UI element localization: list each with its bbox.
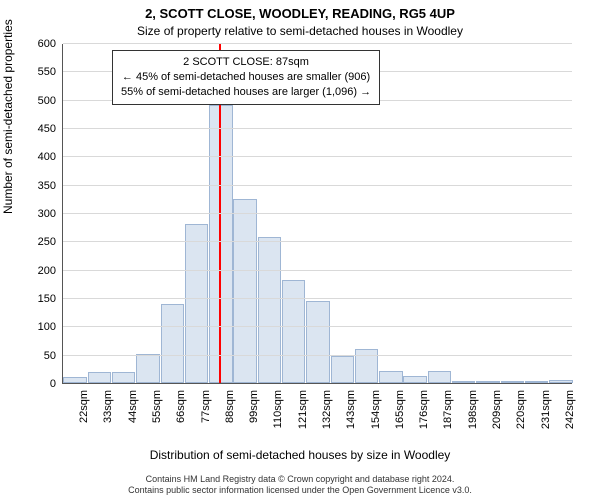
x-tick-label: 176sqm: [418, 390, 430, 429]
x-tick-label: 143sqm: [345, 390, 357, 429]
y-tick-label: 500: [16, 95, 56, 107]
histogram-bar: [476, 381, 499, 383]
x-tick-label: 121sqm: [297, 390, 309, 429]
histogram-bar: [452, 381, 475, 383]
histogram-bar: [379, 371, 402, 383]
annotation-line2: ← 45% of semi-detached houses are smalle…: [121, 70, 371, 85]
annotation-box: 2 SCOTT CLOSE: 87sqm ← 45% of semi-detac…: [112, 50, 380, 105]
footer-line1: Contains HM Land Registry data © Crown c…: [0, 474, 600, 485]
histogram-bar: [403, 376, 426, 383]
y-tick-label: 0: [16, 378, 56, 390]
y-tick-label: 550: [16, 66, 56, 78]
x-tick-label: 198sqm: [467, 390, 479, 429]
y-tick-label: 350: [16, 180, 56, 192]
y-tick-label: 450: [16, 123, 56, 135]
x-tick-label: 44sqm: [127, 390, 139, 423]
histogram-bar: [161, 304, 184, 383]
footer-line2: Contains public sector information licen…: [0, 485, 600, 496]
x-tick-label: 154sqm: [370, 390, 382, 429]
gridline: [63, 326, 572, 327]
histogram-bar: [525, 381, 548, 383]
annotation-line3: 55% of semi-detached houses are larger (…: [121, 85, 371, 100]
y-axis-label: Number of semi-detached properties: [1, 19, 15, 214]
gridline: [63, 270, 572, 271]
histogram-bar: [258, 237, 281, 383]
x-tick-label: 187sqm: [442, 390, 454, 429]
footer-attribution: Contains HM Land Registry data © Crown c…: [0, 474, 600, 497]
y-tick-label: 100: [16, 321, 56, 333]
histogram-bar: [185, 224, 208, 383]
x-tick-label: 110sqm: [272, 390, 284, 428]
histogram-bar: [136, 354, 159, 383]
y-tick-label: 50: [16, 350, 56, 362]
gridline: [63, 43, 572, 44]
chart-container: 2, SCOTT CLOSE, WOODLEY, READING, RG5 4U…: [0, 0, 600, 500]
gridline: [63, 213, 572, 214]
x-tick-label: 88sqm: [224, 390, 236, 423]
y-tick-label: 400: [16, 151, 56, 163]
chart-title-main: 2, SCOTT CLOSE, WOODLEY, READING, RG5 4U…: [0, 6, 600, 21]
x-axis-label: Distribution of semi-detached houses by …: [0, 448, 600, 462]
gridline: [63, 156, 572, 157]
annotation-line1: 2 SCOTT CLOSE: 87sqm: [121, 55, 371, 70]
histogram-bar: [88, 372, 111, 383]
gridline: [63, 128, 572, 129]
histogram-bar: [549, 380, 572, 383]
histogram-bar: [112, 372, 135, 383]
x-tick-label: 209sqm: [491, 390, 503, 429]
histogram-bar: [209, 105, 232, 383]
histogram-bar: [306, 301, 329, 383]
histogram-bar: [428, 371, 451, 383]
y-tick-label: 150: [16, 293, 56, 305]
x-tick-label: 66sqm: [175, 390, 187, 423]
gridline: [63, 355, 572, 356]
x-tick-label: 33sqm: [102, 390, 114, 423]
x-tick-label: 77sqm: [200, 390, 212, 423]
x-tick-label: 220sqm: [515, 390, 527, 429]
x-tick-label: 231sqm: [540, 390, 552, 429]
x-tick-label: 99sqm: [248, 390, 260, 423]
gridline: [63, 185, 572, 186]
chart-title-sub: Size of property relative to semi-detach…: [0, 24, 600, 38]
y-tick-label: 200: [16, 265, 56, 277]
y-tick-label: 250: [16, 236, 56, 248]
gridline: [63, 241, 572, 242]
x-tick-label: 55sqm: [151, 390, 163, 423]
x-tick-label: 132sqm: [321, 390, 333, 429]
x-tick-label: 22sqm: [78, 390, 90, 423]
y-tick-label: 300: [16, 208, 56, 220]
x-tick-label: 165sqm: [394, 390, 406, 429]
histogram-bar: [331, 356, 354, 383]
gridline: [63, 298, 572, 299]
histogram-bar: [282, 280, 305, 383]
x-tick-label: 242sqm: [564, 390, 576, 429]
histogram-bar: [501, 381, 524, 383]
histogram-bar: [63, 377, 86, 383]
y-tick-label: 600: [16, 38, 56, 50]
